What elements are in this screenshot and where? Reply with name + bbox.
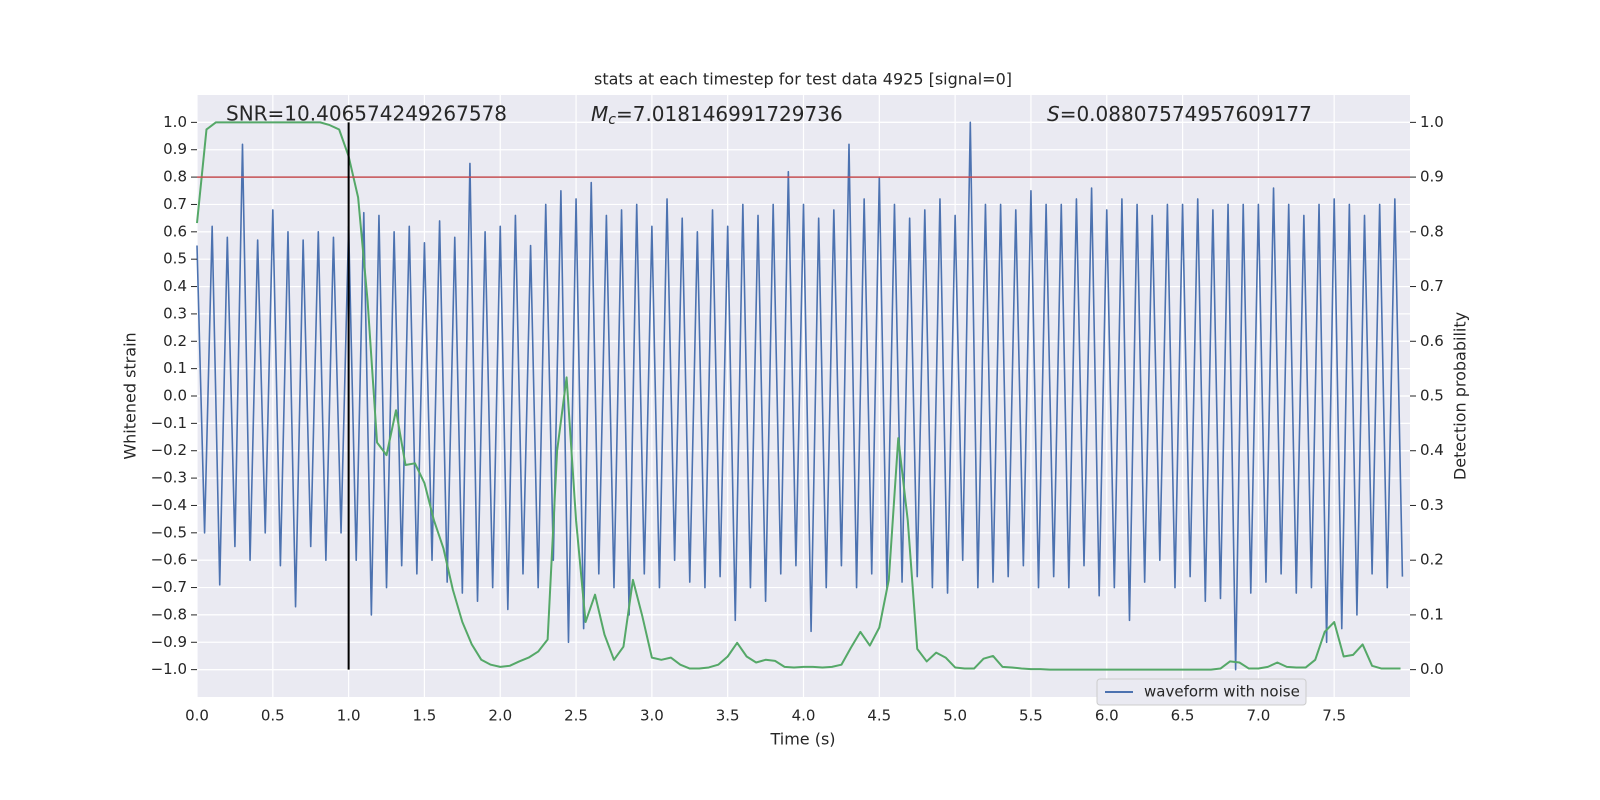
y2-tick-label: 0.8 xyxy=(1420,222,1444,240)
x-tick-label: 4.5 xyxy=(867,707,891,725)
y-tick-label: 0.9 xyxy=(163,140,187,158)
y2-tick-label: 0.3 xyxy=(1420,496,1444,514)
y-tick-label: 0.8 xyxy=(163,168,187,186)
x-tick-label: 5.0 xyxy=(943,707,967,725)
y2-tick-label: 0.0 xyxy=(1420,660,1444,678)
y-tick-label: 0.2 xyxy=(163,332,187,350)
y-tick-label: 1.0 xyxy=(163,113,187,131)
legend-label: waveform with noise xyxy=(1144,683,1300,701)
y-tick-label: −0.1 xyxy=(151,414,187,432)
x-tick-label: 3.0 xyxy=(640,707,664,725)
y-tick-label: −0.8 xyxy=(151,605,187,623)
y-axis-label: Whitened strain xyxy=(121,332,140,459)
y-tick-label: 0.5 xyxy=(163,250,187,268)
annotation-symbol: S xyxy=(1047,102,1060,126)
y2-axis-label: Detection probability xyxy=(1451,312,1470,480)
x-tick-label: 0.0 xyxy=(185,707,209,725)
y-tick-label: −0.7 xyxy=(151,578,187,596)
y-tick-label: −0.2 xyxy=(151,441,187,459)
y2-tick-label: 0.1 xyxy=(1420,605,1444,623)
x-tick-label: 7.5 xyxy=(1322,707,1346,725)
line-series xyxy=(196,121,1404,671)
annotation: Mc=7.018146991729736 xyxy=(591,102,843,129)
y-tick-label: 0.4 xyxy=(163,277,187,295)
y-tick-label: −0.6 xyxy=(151,551,187,569)
x-tick-label: 2.0 xyxy=(488,707,512,725)
x-tick-label: 2.5 xyxy=(564,707,588,725)
marks xyxy=(196,121,1410,671)
x-tick-label: 0.5 xyxy=(261,707,285,725)
y-tick-label: 0.7 xyxy=(163,195,187,213)
x-tick-label: 3.5 xyxy=(716,707,740,725)
annotation: SNR=10.406574249267578 xyxy=(226,102,507,126)
y-tick-label: 0.0 xyxy=(163,387,187,405)
annotation: S=0.08807574957609177 xyxy=(1047,102,1312,126)
y2-tick-label: 0.4 xyxy=(1420,441,1444,459)
x-tick-label: 6.0 xyxy=(1095,707,1119,725)
y2-tick-label: 0.6 xyxy=(1420,332,1444,350)
annotation-subscript: c xyxy=(608,112,616,128)
y2-tick-label: 1.0 xyxy=(1420,113,1444,131)
y-tick-label: 0.6 xyxy=(163,222,187,240)
x-tick-label: 1.0 xyxy=(337,707,361,725)
y2-tick-label: 0.7 xyxy=(1420,277,1444,295)
y-tick-label: −0.5 xyxy=(151,523,187,541)
x-tick-label: 1.5 xyxy=(413,707,437,725)
y-tick-label: 0.3 xyxy=(163,304,187,322)
y2-tick-label: 0.2 xyxy=(1420,551,1444,569)
line-series xyxy=(196,121,1401,671)
y-tick-label: −1.0 xyxy=(151,660,187,678)
x-tick-label: 4.0 xyxy=(792,707,816,725)
x-axis-label: Time (s) xyxy=(769,730,835,749)
y-tick-label: −0.4 xyxy=(151,496,187,514)
x-tick-label: 5.5 xyxy=(1019,707,1043,725)
y-tick-label: −0.3 xyxy=(151,469,187,487)
y2-tick-label: 0.5 xyxy=(1420,387,1444,405)
chart-title: stats at each timestep for test data 492… xyxy=(594,70,1012,89)
y2-tick-label: 0.9 xyxy=(1420,168,1444,186)
annotation-symbol: M xyxy=(591,102,608,126)
x-tick-label: 7.0 xyxy=(1246,707,1270,725)
y-tick-label: −0.9 xyxy=(151,633,187,651)
legend: waveform with noise xyxy=(1096,678,1307,706)
legend-box xyxy=(1096,678,1307,706)
annotation-text: =7.018146991729736 xyxy=(616,102,843,126)
x-tick-label: 6.5 xyxy=(1171,707,1195,725)
annotation-text: =0.08807574957609177 xyxy=(1060,102,1312,126)
y-tick-label: 0.1 xyxy=(163,359,187,377)
